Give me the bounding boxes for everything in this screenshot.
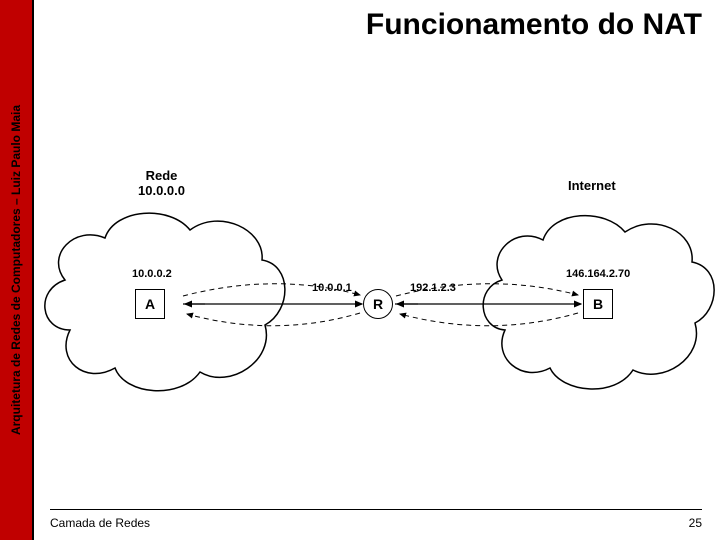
cloud-internet-title: Internet <box>568 178 616 193</box>
cloud-rede-label: Rede 10.0.0.0 <box>138 168 185 198</box>
cloud-rede-subtitle: 10.0.0.0 <box>138 183 185 198</box>
ip-r-right: 192.1.2.3 <box>410 282 456 294</box>
ip-b: 146.164.2.70 <box>566 268 630 280</box>
node-a: A <box>135 289 165 319</box>
page-title: Funcionamento do NAT <box>366 8 702 42</box>
ip-a: 10.0.0.2 <box>132 268 172 280</box>
sidebar-text: Arquitetura de Redes de Computadores – L… <box>9 105 23 435</box>
nat-diagram: Rede 10.0.0.0 Internet 10.0.0.2 10.0.0.1… <box>40 160 710 420</box>
edge-r-b-dashed-bot <box>400 313 578 326</box>
node-r-label: R <box>373 296 383 312</box>
ip-r-left: 10.0.0.1 <box>312 282 352 294</box>
cloud-internet-label: Internet <box>568 178 616 193</box>
footer-left: Camada de Redes <box>50 516 150 530</box>
node-a-label: A <box>145 296 155 312</box>
sidebar: Arquitetura de Redes de Computadores – L… <box>0 0 34 540</box>
node-b-label: B <box>593 296 603 312</box>
node-b: B <box>583 289 613 319</box>
footer-right: 25 <box>689 516 702 530</box>
footer: Camada de Redes 25 <box>50 509 702 530</box>
cloud-rede-title: Rede <box>138 168 185 183</box>
node-r: R <box>363 289 393 319</box>
